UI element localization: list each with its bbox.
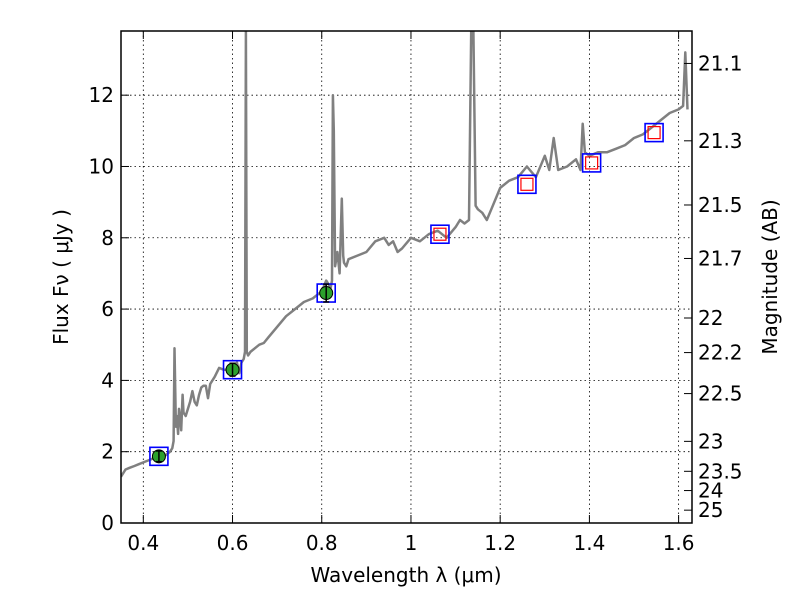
model-point-box — [430, 224, 450, 245]
model-point-box — [581, 153, 602, 173]
y-tick-label: 2 — [101, 440, 114, 464]
x-tick-label: 0.8 — [306, 531, 338, 555]
model-point-box — [517, 174, 537, 195]
y2-tick-label: 25 — [698, 498, 723, 522]
y2-tick-label: 21.3 — [698, 129, 743, 153]
y2-tick-label: 21.7 — [698, 246, 743, 270]
x-tick-label: 0.4 — [127, 531, 159, 555]
x-tick-label: 1.4 — [573, 531, 605, 555]
x-tick-label: 1.6 — [663, 531, 695, 555]
spectrum-layer — [121, 31, 689, 478]
y-axis-title: Flux Fν ( μJy ) — [49, 209, 73, 345]
y2-tick-label: 22.2 — [698, 341, 743, 365]
y2-tick-label: 23 — [698, 429, 723, 453]
model-overlay-box — [585, 156, 599, 170]
plot-frame — [120, 30, 693, 524]
y2-tick-label: 21.5 — [698, 193, 743, 217]
x-tick-label: 1 — [405, 531, 418, 555]
y-tick-label: 10 — [89, 154, 114, 178]
y2-tick-label: 21.1 — [698, 51, 743, 75]
x-axis-title: Wavelength λ (μm) — [310, 563, 501, 587]
model-overlay-box — [520, 177, 534, 191]
x-tick-label: 0.6 — [217, 531, 249, 555]
y-tick-label: 12 — [89, 83, 114, 107]
model-point-box — [149, 446, 169, 467]
model-overlay-box — [647, 126, 661, 140]
y2-tick-label: 23.5 — [698, 459, 743, 483]
y2-tick-label: 22.5 — [698, 382, 743, 406]
model-point-box — [222, 359, 243, 380]
y-tick-label: 0 — [101, 511, 114, 535]
photometry-layer — [149, 122, 664, 467]
grid-lines — [121, 31, 692, 524]
model-overlay-box — [433, 227, 447, 241]
model-point-box — [644, 122, 664, 143]
y-tick-label: 4 — [101, 368, 114, 392]
y2-axis-title: Magnitude (AB) — [758, 199, 782, 354]
y-tick-label: 8 — [101, 226, 114, 250]
y2-tick-label: 22 — [698, 306, 723, 330]
y2-tick-label: 24 — [698, 479, 723, 503]
y-tick-label: 6 — [101, 297, 114, 321]
spectrum-line — [121, 31, 689, 478]
x-tick-label: 1.2 — [484, 531, 516, 555]
axis-ticks: 0.4 0.6 0.8 1 1.2 1.4 1.602468101221.121.321.5… — [89, 31, 743, 555]
